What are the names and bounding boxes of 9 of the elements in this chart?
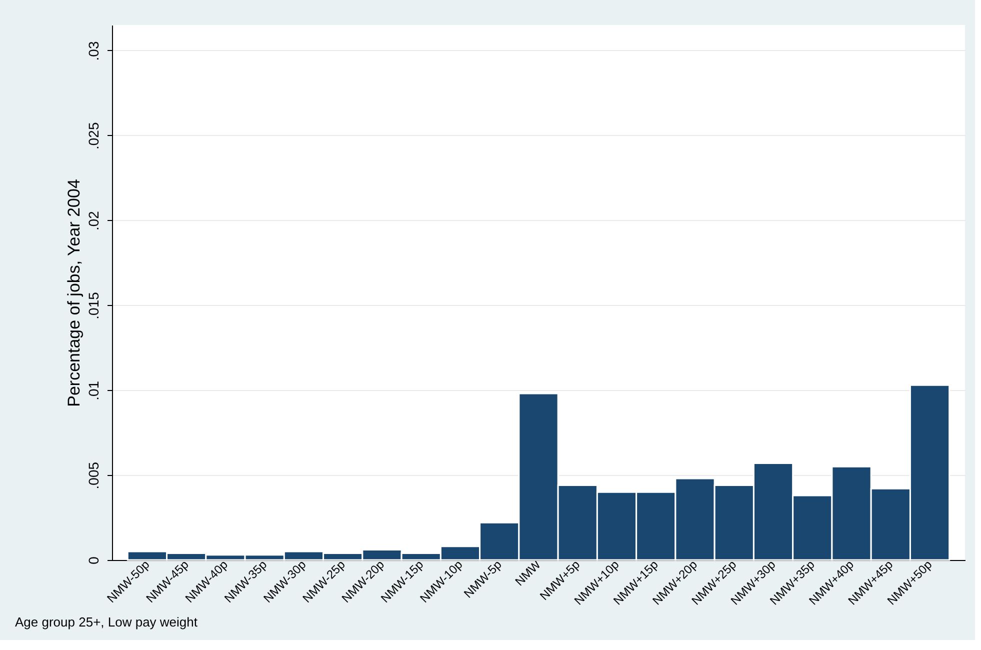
y-tick-label: .01 xyxy=(86,380,102,400)
y-tick-label: 0 xyxy=(86,556,102,564)
y-axis-title: Percentage of jobs, Year 2004 xyxy=(64,179,84,407)
y-tick-label: .03 xyxy=(86,41,102,61)
text: Age group 25+, Low pay weight xyxy=(15,614,198,630)
y-tick-label: .015 xyxy=(86,292,102,320)
y-tick-label: .02 xyxy=(86,210,102,231)
y-tick-label: .025 xyxy=(86,122,102,150)
y-tick-label: .005 xyxy=(86,462,102,490)
